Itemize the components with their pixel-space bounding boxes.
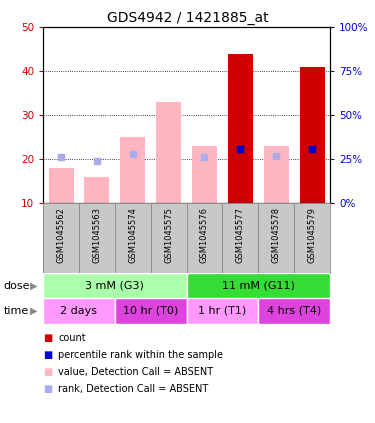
Bar <box>43 298 115 324</box>
Bar <box>187 298 258 324</box>
Text: value, Detection Call = ABSENT: value, Detection Call = ABSENT <box>58 367 213 377</box>
Bar <box>228 54 253 203</box>
Bar <box>222 203 258 273</box>
Text: 3 mM (G3): 3 mM (G3) <box>86 280 144 291</box>
Text: ▶: ▶ <box>30 280 38 291</box>
Bar <box>84 177 109 203</box>
Text: time: time <box>4 306 29 316</box>
Text: GSM1045562: GSM1045562 <box>57 207 66 263</box>
Bar <box>43 273 187 298</box>
Bar <box>264 146 289 203</box>
Bar <box>151 203 187 273</box>
Bar <box>156 102 181 203</box>
Bar <box>294 203 330 273</box>
Text: GSM1045577: GSM1045577 <box>236 207 245 263</box>
Bar <box>43 203 79 273</box>
Bar <box>115 203 151 273</box>
Text: GDS4942 / 1421885_at: GDS4942 / 1421885_at <box>106 11 268 25</box>
Text: dose: dose <box>4 280 30 291</box>
Bar <box>48 168 74 203</box>
Bar <box>115 298 187 324</box>
Bar <box>187 273 330 298</box>
Text: ■: ■ <box>43 350 52 360</box>
Text: GSM1045578: GSM1045578 <box>272 207 281 263</box>
Text: GSM1045574: GSM1045574 <box>128 207 137 263</box>
Text: 1 hr (T1): 1 hr (T1) <box>198 306 246 316</box>
Text: rank, Detection Call = ABSENT: rank, Detection Call = ABSENT <box>58 384 208 394</box>
Text: 2 days: 2 days <box>60 306 98 316</box>
Text: count: count <box>58 333 86 343</box>
Text: GSM1045575: GSM1045575 <box>164 207 173 263</box>
Text: GSM1045579: GSM1045579 <box>308 207 316 263</box>
Text: percentile rank within the sample: percentile rank within the sample <box>58 350 223 360</box>
Bar <box>300 67 325 203</box>
Text: ■: ■ <box>43 367 52 377</box>
Text: GSM1045563: GSM1045563 <box>92 207 101 263</box>
Bar <box>120 137 146 203</box>
Text: 11 mM (G11): 11 mM (G11) <box>222 280 295 291</box>
Bar <box>187 203 222 273</box>
Text: 4 hrs (T4): 4 hrs (T4) <box>267 306 321 316</box>
Text: ▶: ▶ <box>30 306 38 316</box>
Text: ■: ■ <box>43 333 52 343</box>
Bar <box>192 146 217 203</box>
Text: 10 hr (T0): 10 hr (T0) <box>123 306 178 316</box>
Bar <box>258 298 330 324</box>
Text: ■: ■ <box>43 384 52 394</box>
Bar <box>79 203 115 273</box>
Text: GSM1045576: GSM1045576 <box>200 207 209 263</box>
Bar <box>258 203 294 273</box>
